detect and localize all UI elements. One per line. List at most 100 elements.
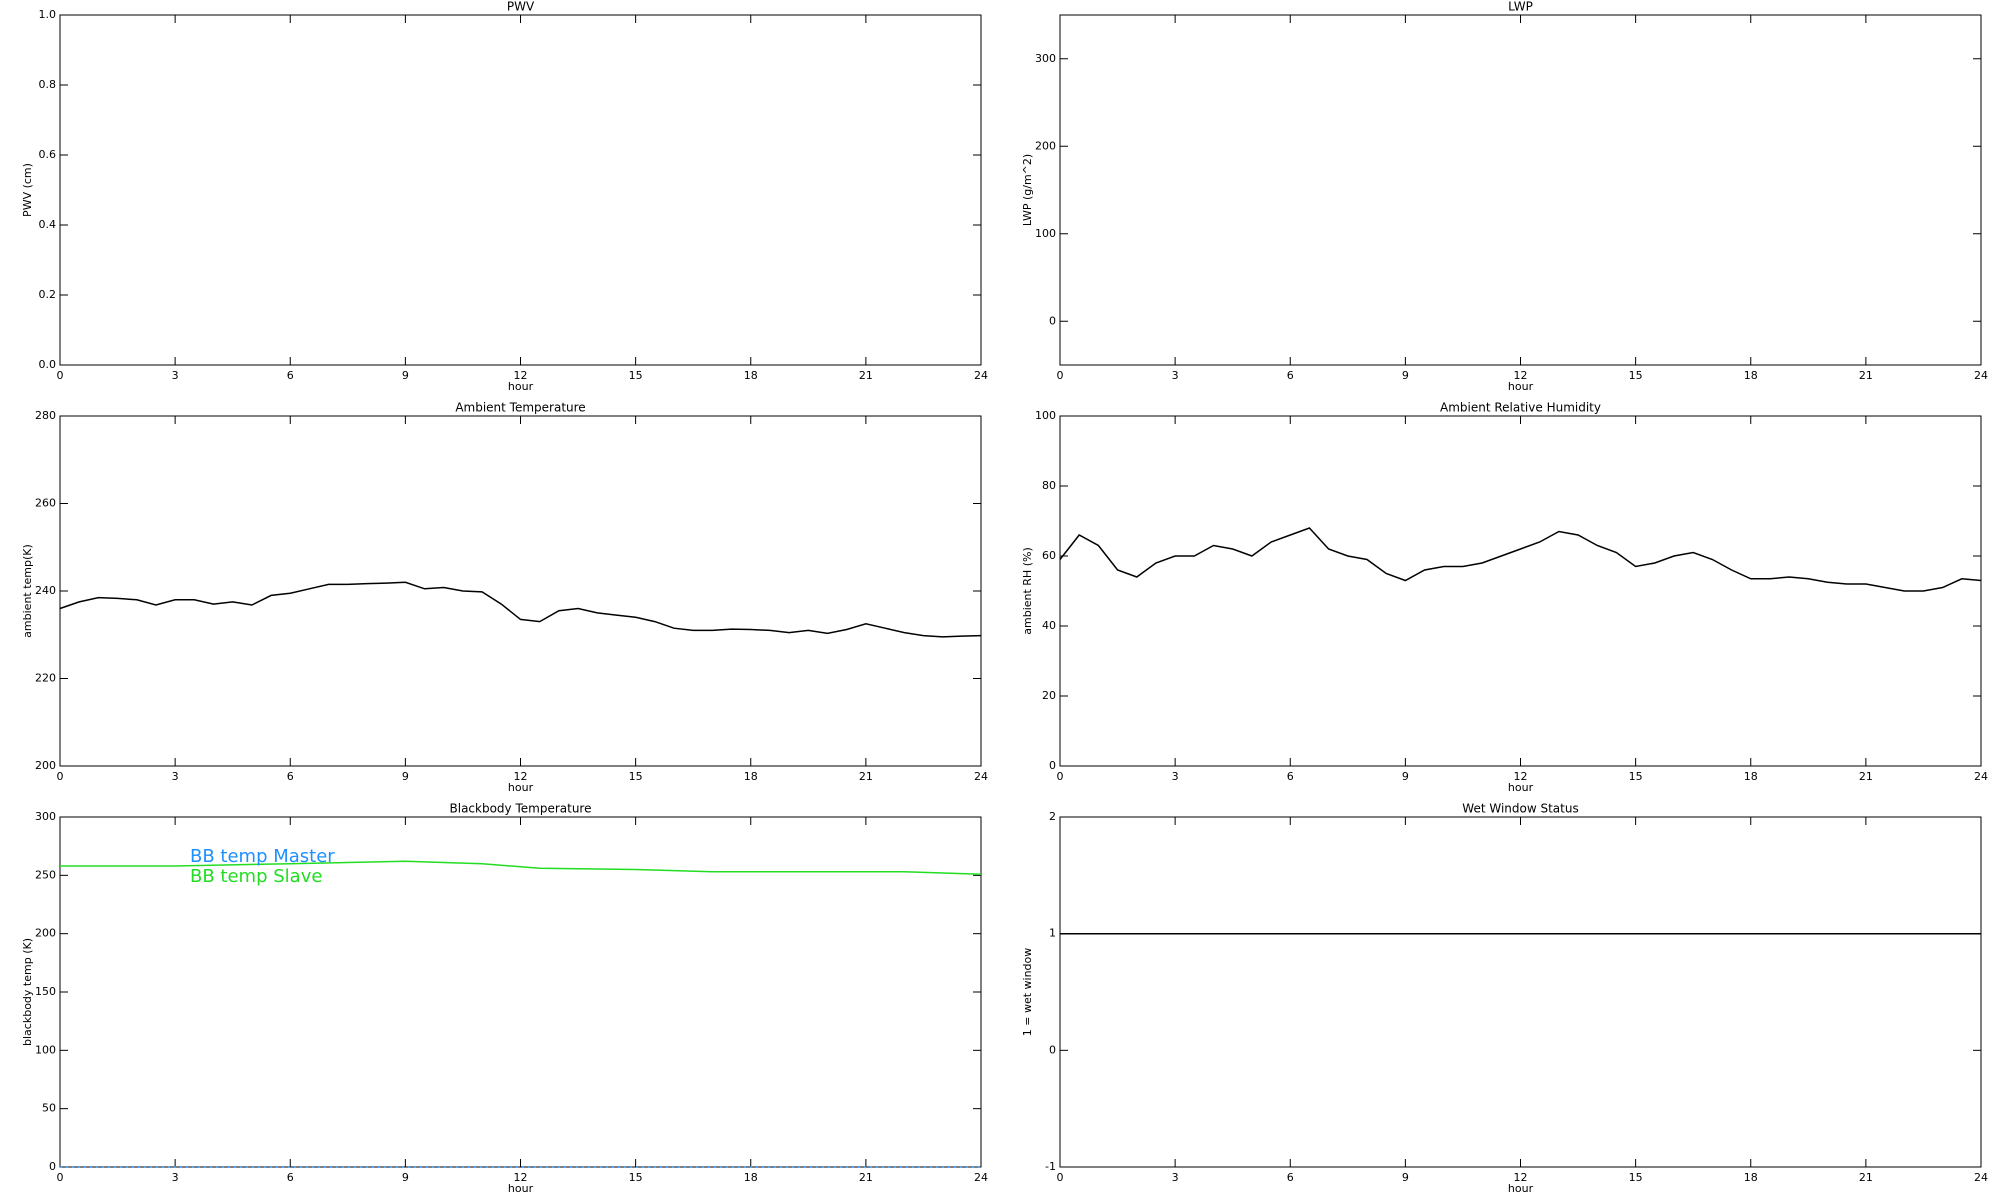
x-axis-label: hour — [508, 1182, 534, 1195]
x-tick-label: 12 — [1514, 369, 1528, 382]
legend-entry: BB temp Slave — [190, 866, 322, 887]
x-tick-label: 9 — [1402, 1171, 1409, 1184]
x-axis-label: hour — [1508, 380, 1534, 393]
y-tick-label: 0 — [1049, 1043, 1056, 1056]
x-tick-label: 9 — [402, 369, 409, 382]
x-tick-label: 24 — [974, 369, 988, 382]
x-tick-label: 15 — [629, 1171, 643, 1184]
y-tick-label: 2 — [1049, 810, 1056, 823]
x-tick-label: 18 — [744, 1171, 758, 1184]
x-tick-label: 6 — [287, 369, 294, 382]
x-tick-label: 18 — [744, 369, 758, 382]
x-tick-label: 12 — [514, 1171, 528, 1184]
y-tick-label: 300 — [35, 810, 56, 823]
x-tick-label: 3 — [1172, 1171, 1179, 1184]
legend-entry: BB temp Master — [190, 846, 335, 867]
x-tick-label: 24 — [1974, 369, 1988, 382]
y-axis-label: ambient temp(K) — [21, 544, 34, 638]
x-tick-label: 9 — [1402, 369, 1409, 382]
y-tick-label: 40 — [1042, 619, 1056, 632]
x-tick-label: 6 — [1287, 369, 1294, 382]
x-tick-label: 6 — [287, 1171, 294, 1184]
x-tick-label: 21 — [1859, 1171, 1873, 1184]
x-tick-label: 3 — [1172, 369, 1179, 382]
x-tick-label: 9 — [402, 1171, 409, 1184]
x-tick-label: 0 — [1057, 369, 1064, 382]
y-tick-label: 0 — [1049, 759, 1056, 772]
chart-panel: Ambient Temperature 0 3 6 9 12 15 18 21 24 200 220 2… — [21, 401, 988, 795]
plot-frame — [1059, 816, 1982, 1168]
chart-panel: Blackbody Temperature 0 3 6 9 12 15 18 21 24 0 50 10… — [21, 802, 988, 1196]
x-tick-label: 15 — [1629, 369, 1643, 382]
x-tick-label: 24 — [1974, 1171, 1988, 1184]
y-tick-label: 60 — [1042, 549, 1056, 562]
x-tick-label: 12 — [514, 369, 528, 382]
plot-frame — [1059, 415, 1982, 767]
y-tick-label: 200 — [35, 927, 56, 940]
y-axis-label: 1 = wet window — [1021, 948, 1034, 1037]
y-tick-label: 0.8 — [39, 78, 57, 91]
y-tick-label: 200 — [35, 759, 56, 772]
y-tick-label: 1.0 — [39, 8, 57, 21]
x-tick-label: 0 — [57, 1171, 64, 1184]
plot-frame — [1059, 14, 1982, 366]
y-tick-label: 20 — [1042, 689, 1056, 702]
x-tick-label: 3 — [172, 770, 179, 783]
x-tick-label: 15 — [629, 369, 643, 382]
chart-title: LWP — [1508, 0, 1533, 14]
y-tick-label: 100 — [1035, 227, 1056, 240]
y-tick-label: 300 — [1035, 52, 1056, 65]
x-tick-label: 12 — [514, 770, 528, 783]
y-tick-label: 200 — [1035, 139, 1056, 152]
x-tick-label: 6 — [1287, 770, 1294, 783]
y-tick-label: 100 — [1035, 409, 1056, 422]
x-tick-label: 21 — [859, 1171, 873, 1184]
y-tick-label: 0.0 — [39, 358, 57, 371]
x-tick-label: 21 — [859, 369, 873, 382]
x-tick-label: 0 — [57, 770, 64, 783]
y-axis-label: LWP (g/m^2) — [1021, 154, 1034, 226]
y-tick-label: 250 — [35, 868, 56, 881]
x-tick-label: 9 — [1402, 770, 1409, 783]
x-tick-label: 18 — [1744, 1171, 1758, 1184]
data-line — [1059, 527, 1982, 592]
y-tick-label: 280 — [35, 409, 56, 422]
y-tick-label: 80 — [1042, 479, 1056, 492]
y-tick-label: 220 — [35, 672, 56, 685]
chart-title: PWV — [507, 0, 535, 14]
y-tick-label: 150 — [35, 985, 56, 998]
data-line — [60, 860, 982, 875]
x-tick-label: 24 — [974, 770, 988, 783]
x-tick-label: 18 — [1744, 770, 1758, 783]
chart-title: Ambient Relative Humidity — [1440, 401, 1601, 415]
data-line — [59, 581, 982, 638]
y-tick-label: 260 — [35, 497, 56, 510]
x-tick-label: 12 — [1514, 1171, 1528, 1184]
x-axis-label: hour — [508, 781, 534, 794]
x-tick-label: 18 — [744, 770, 758, 783]
y-tick-label: 0 — [49, 1160, 56, 1173]
x-tick-label: 6 — [1287, 1171, 1294, 1184]
x-tick-label: 3 — [1172, 770, 1179, 783]
x-tick-label: 15 — [629, 770, 643, 783]
x-axis-label: hour — [508, 380, 534, 393]
y-tick-label: 50 — [42, 1102, 56, 1115]
chart-title: Ambient Temperature — [455, 401, 585, 415]
x-tick-label: 15 — [1629, 1171, 1643, 1184]
x-tick-label: 24 — [1974, 770, 1988, 783]
y-axis-label: PWV (cm) — [21, 163, 34, 217]
x-tick-label: 21 — [1859, 770, 1873, 783]
y-tick-label: 0.4 — [39, 218, 57, 231]
plot-frame — [59, 415, 982, 767]
chart-panel: Ambient Relative Humidity 0 3 6 9 12 15 18 21 24 0… — [1021, 401, 1988, 795]
x-tick-label: 3 — [172, 369, 179, 382]
chart-panel: LWP 0 3 6 9 12 15 18 21 24 0 100 200 300 hour LWP (g/m^… — [1021, 0, 1988, 393]
x-tick-label: 12 — [1514, 770, 1528, 783]
y-tick-label: 100 — [35, 1043, 56, 1056]
plot-frame — [59, 14, 982, 366]
y-tick-label: 0.6 — [39, 148, 57, 161]
x-tick-label: 24 — [974, 1171, 988, 1184]
y-axis-label: blackbody temp (K) — [21, 938, 34, 1046]
